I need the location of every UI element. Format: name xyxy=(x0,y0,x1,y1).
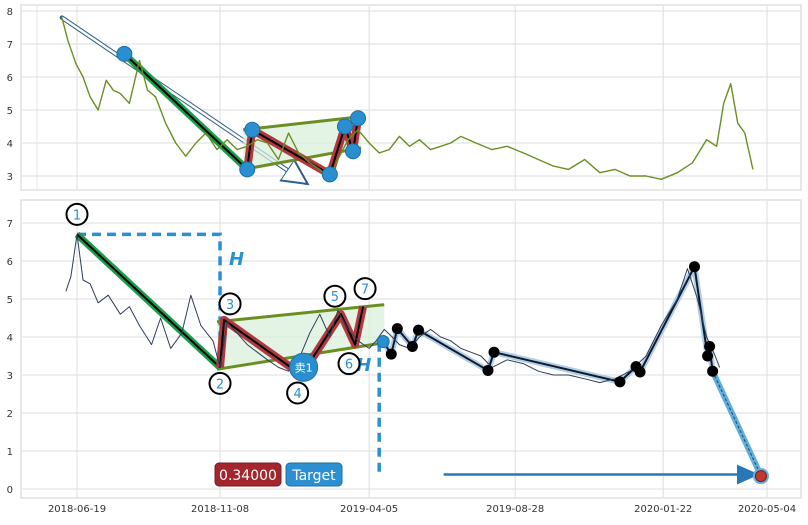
black-point-marker xyxy=(702,350,714,362)
pattern-point-label: 2 xyxy=(216,377,224,392)
top-y-tick-label: 6 xyxy=(7,73,13,84)
black-point-marker xyxy=(406,341,418,352)
bottom-y-tick-label: 2 xyxy=(7,409,13,420)
black-point-marker xyxy=(385,348,397,360)
price-box-value: 0.34000 xyxy=(219,468,277,484)
pattern-point-label: 3 xyxy=(226,298,234,313)
target-point-marker xyxy=(754,470,767,483)
top-price-line xyxy=(61,17,754,181)
pattern-point-label: 4 xyxy=(293,387,301,402)
top-y-tick-label: 3 xyxy=(7,172,13,183)
pattern-point-label: 6 xyxy=(345,358,353,373)
top-pattern-point xyxy=(116,45,133,62)
top-y-tick-labels: 3 4 5 6 7 8 xyxy=(7,7,13,183)
pattern-point-badge xyxy=(208,371,232,395)
top-pattern-point xyxy=(345,143,361,160)
pattern-point-label: 1 xyxy=(73,208,81,223)
top-panel: 3 4 5 6 7 8 xyxy=(7,4,802,191)
sell-marker-circle xyxy=(289,352,319,382)
top-downleg-inner xyxy=(123,53,248,171)
pattern-point-badge xyxy=(286,381,310,405)
price-box: 0.34000 xyxy=(214,462,282,487)
pattern-point-badge xyxy=(323,284,347,308)
pattern-point-badge xyxy=(353,277,377,301)
bottom-x-tick-labels: 2018-06-19 2018-11-08 2019-04-05 2019-08-28… xyxy=(48,504,796,515)
pattern-point-badge xyxy=(65,202,89,226)
black-point-marker xyxy=(707,365,719,377)
top-triangle-fill xyxy=(243,116,362,170)
top-y-tick-label: 7 xyxy=(7,40,13,51)
bottom-pattern-markers: 卖1 1 2 3 4 5 6 7 xyxy=(65,202,769,485)
target-line-inner xyxy=(712,370,762,476)
top-panel-frame xyxy=(20,4,802,191)
top-y-tick-label: 5 xyxy=(7,106,13,117)
bottom-x-tick-label: 2019-04-05 xyxy=(340,504,398,515)
bottom-y-tick-label: 7 xyxy=(7,219,13,230)
black-point-marker xyxy=(488,346,500,358)
bottom-x-tick-label: 2020-01-22 xyxy=(634,504,692,515)
bottom-downleg-inner xyxy=(76,233,221,369)
sell-marker-label: 卖1 xyxy=(295,361,313,374)
black-point-marker xyxy=(614,376,626,388)
price-box-bg xyxy=(214,462,282,487)
top-upper-trendline xyxy=(243,115,362,132)
bottom-y-tick-label: 1 xyxy=(7,447,13,458)
black-point-marker xyxy=(704,341,716,352)
top-pattern-point xyxy=(244,121,261,138)
black-point-marker xyxy=(391,323,403,335)
top-y-tick-label: 8 xyxy=(7,7,13,18)
bottom-x-tick-label: 2019-08-28 xyxy=(486,504,544,515)
bottom-y-tick-label: 3 xyxy=(7,371,13,382)
bottom-x-tick-label: 2020-05-04 xyxy=(738,504,796,515)
pattern-point-label: 5 xyxy=(331,290,339,305)
pattern-point-badge xyxy=(218,292,242,316)
bottom-y-tick-label: 6 xyxy=(7,257,13,268)
target-box: Target xyxy=(285,462,343,487)
bottom-price-line xyxy=(65,233,721,384)
top-pattern-point xyxy=(336,118,353,135)
target-box-bg xyxy=(285,462,343,487)
black-point-marker xyxy=(634,366,646,378)
top-y-tick-label: 4 xyxy=(7,139,13,150)
bottom-y-tick-label: 5 xyxy=(7,295,13,306)
top-price-series xyxy=(61,17,754,181)
pattern-point-label: 7 xyxy=(361,283,369,298)
top-pattern-markers xyxy=(116,45,367,183)
black-point-marker xyxy=(482,364,494,376)
top-pattern-point xyxy=(350,110,367,127)
target-box-label: Target xyxy=(291,468,336,484)
bottom-y-tick-label: 0 xyxy=(7,485,13,496)
top-pattern-point xyxy=(321,166,338,183)
top-pattern-point xyxy=(239,161,256,178)
black-point-marker xyxy=(688,261,700,273)
bottom-x-tick-label: 2018-11-08 xyxy=(191,504,249,515)
pattern-point-badge xyxy=(337,352,361,376)
height-label-upper: H xyxy=(229,249,244,270)
bottom-y-tick-label: 4 xyxy=(7,333,13,344)
breakout-point-marker xyxy=(376,335,390,349)
black-point-marker xyxy=(412,324,424,336)
bottom-upper-trendline xyxy=(216,303,385,324)
bottom-gridlines xyxy=(22,201,800,497)
bottom-price-series xyxy=(65,233,721,384)
bottom-x-tick-label: 2018-06-19 xyxy=(48,504,106,515)
bottom-y-tick-labels: 0 1 2 3 4 5 6 7 xyxy=(7,219,13,496)
